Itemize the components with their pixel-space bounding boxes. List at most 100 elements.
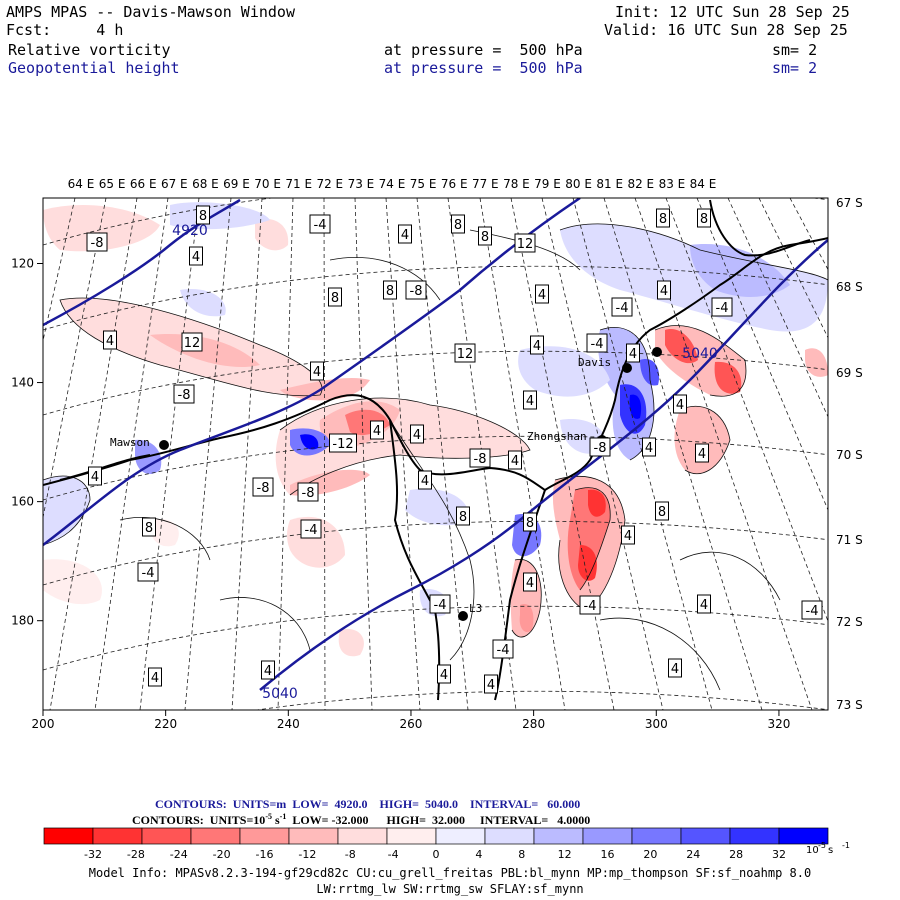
vorticity-label-box <box>148 667 162 687</box>
negative-vorticity-region <box>43 559 102 605</box>
geopotential-height-contours <box>43 198 828 691</box>
top-lon-label: 80 E <box>565 177 592 191</box>
vorticity-contour-label: -8 <box>91 236 104 251</box>
vorticity-contour-label: 4 <box>151 671 159 686</box>
colorbar-swatch <box>484 827 535 845</box>
y-tick-label: 140 <box>11 376 34 390</box>
vorticity-contour-label: 8 <box>526 516 534 531</box>
vorticity-contour-label: 8 <box>199 209 207 224</box>
vorticity-contour-label: -4 <box>716 301 729 316</box>
top-lon-label: 73 E <box>348 177 375 191</box>
vorticity-contour-label: -8 <box>257 481 270 496</box>
negative-vorticity-region <box>588 489 606 517</box>
colorbar-swatch <box>190 827 241 845</box>
positive-vorticity-region <box>43 476 90 545</box>
colorbar-tick-label: 20 <box>643 848 657 861</box>
vorticity-contour-label: 4 <box>264 664 272 679</box>
vorticity-label-box <box>451 214 465 234</box>
negative-vorticity-region <box>338 629 364 657</box>
vorticity-contour-label: 4 <box>629 347 637 362</box>
vorticity-label-box <box>695 443 709 463</box>
vorticity-contour-label: 8 <box>331 291 339 306</box>
vorticity-label-box <box>329 433 357 453</box>
field1-name: Relative vorticity <box>8 41 171 59</box>
vorticity-label-box <box>523 572 537 592</box>
height-high: HIGH= 5040.0 <box>379 797 459 811</box>
y-tick-label: 120 <box>11 256 34 270</box>
vorticity-contour-label: 4 <box>511 454 519 469</box>
vorticity-contour-label: 4 <box>698 447 706 462</box>
vorticity-label-box <box>328 287 342 307</box>
vorticity-label-box <box>530 335 544 355</box>
top-lon-label: 81 E <box>596 177 623 191</box>
vorticity-contour-label: 12 <box>184 336 201 351</box>
negative-vorticity-region <box>578 545 597 581</box>
top-lon-label: 82 E <box>627 177 654 191</box>
top-lon-label: 74 E <box>379 177 406 191</box>
model-info-line2: LW:rrtmg_lw SW:rrtmg_sw SFLAY:sf_mynn <box>316 882 584 896</box>
top-lon-label: 83 E <box>659 177 686 191</box>
top-lon-label: 79 E <box>534 177 561 191</box>
top-lon-label: 76 E <box>441 177 468 191</box>
height-contour-label: 5040 <box>262 686 298 702</box>
top-lon-label: 66 E <box>130 177 157 191</box>
negative-vorticity-region <box>519 604 534 633</box>
vorticity-label-box <box>589 437 611 457</box>
x-tick-label: 320 <box>767 717 790 731</box>
vorticity-contour-label: 4 <box>671 662 679 677</box>
height-units-label: CONTOURS: UNITS=m <box>155 797 287 811</box>
vorticity-label-box <box>429 594 451 614</box>
vorticity-label-box <box>535 284 549 304</box>
vorticity-contour-label: 8 <box>659 212 667 227</box>
positive-vorticity-region <box>180 289 226 317</box>
colorbar-tick-label: 16 <box>601 848 615 861</box>
station-marker-mawson <box>159 440 169 450</box>
vorticity-contour-legend: CONTOURS: UNITS=10-5 s-1 LOW= -32.000 HI… <box>132 812 590 828</box>
vorticity-label-box <box>523 390 537 410</box>
vorticity-contour-label: 4 <box>487 678 495 693</box>
vorticity-contour-label: 4 <box>526 394 534 409</box>
vorticity-contour-label: -8 <box>178 388 191 403</box>
vorticity-label-box <box>398 224 412 244</box>
right-lat-label: 69 S <box>836 366 863 380</box>
map-text-layer: 64 E 65 E 66 E 67 E 68 E 69 E 70 E 71 E 72 E 73 E… <box>11 177 863 731</box>
vorticity-label-box <box>181 332 203 352</box>
vorticity-label-box <box>370 420 384 440</box>
top-lon-label: 70 E <box>254 177 281 191</box>
top-lon-label: 77 E <box>472 177 499 191</box>
vorticity-contour-label: -4 <box>806 604 819 619</box>
vorticity-contour-label: -4 <box>616 301 629 316</box>
right-lat-label: 71 S <box>836 533 863 547</box>
colorbar-tick-label: 32 <box>772 848 786 861</box>
y-tick-label: 180 <box>11 614 34 628</box>
vorticity-contour-label: 4 <box>440 668 448 683</box>
top-lon-label: 64 E <box>68 177 95 191</box>
vorticity-label-box <box>492 639 514 659</box>
field1-smoothing: sm= 2 <box>772 41 818 59</box>
vorticity-label-box <box>657 280 671 300</box>
station-marker-davis-2 <box>652 347 662 357</box>
height-low: LOW= 4920.0 <box>292 797 368 811</box>
height-contour-legend: CONTOURS: UNITS=m LOW= 4920.0 HIGH= 5040… <box>155 797 580 812</box>
vorticity-contour-label: 4 <box>660 284 668 299</box>
vorticity-low: LOW= -32.000 <box>292 813 369 827</box>
vorticity-contour-label: 4 <box>421 474 429 489</box>
vorticity-label-box <box>484 674 498 694</box>
vorticity-label-box <box>514 233 536 253</box>
colorbar-tick-label: 0 <box>433 848 440 861</box>
vorticity-contour-label: -8 <box>410 284 423 299</box>
height-contour-label: 5040 <box>682 346 718 362</box>
field2-pressure: at pressure = 500 hPa <box>384 59 583 77</box>
colorbar-swatch <box>582 827 633 845</box>
positive-vorticity-region <box>170 202 270 230</box>
vorticity-contour-label: 8 <box>481 230 489 245</box>
right-lat-label: 73 S <box>836 698 863 712</box>
colorbar-swatch <box>435 827 486 845</box>
vorticity-contour-label: 4 <box>106 334 114 349</box>
vorticity-contour-label: -4 <box>584 599 597 614</box>
vorticity-contour-label: 12 <box>457 347 474 362</box>
vorticity-label-box <box>586 333 608 353</box>
colorbar-swatch <box>141 827 192 845</box>
vorticity-contour-label: 12 <box>517 237 534 252</box>
valid-time: Valid: 16 UTC Sun 28 Sep 25 <box>604 21 848 39</box>
